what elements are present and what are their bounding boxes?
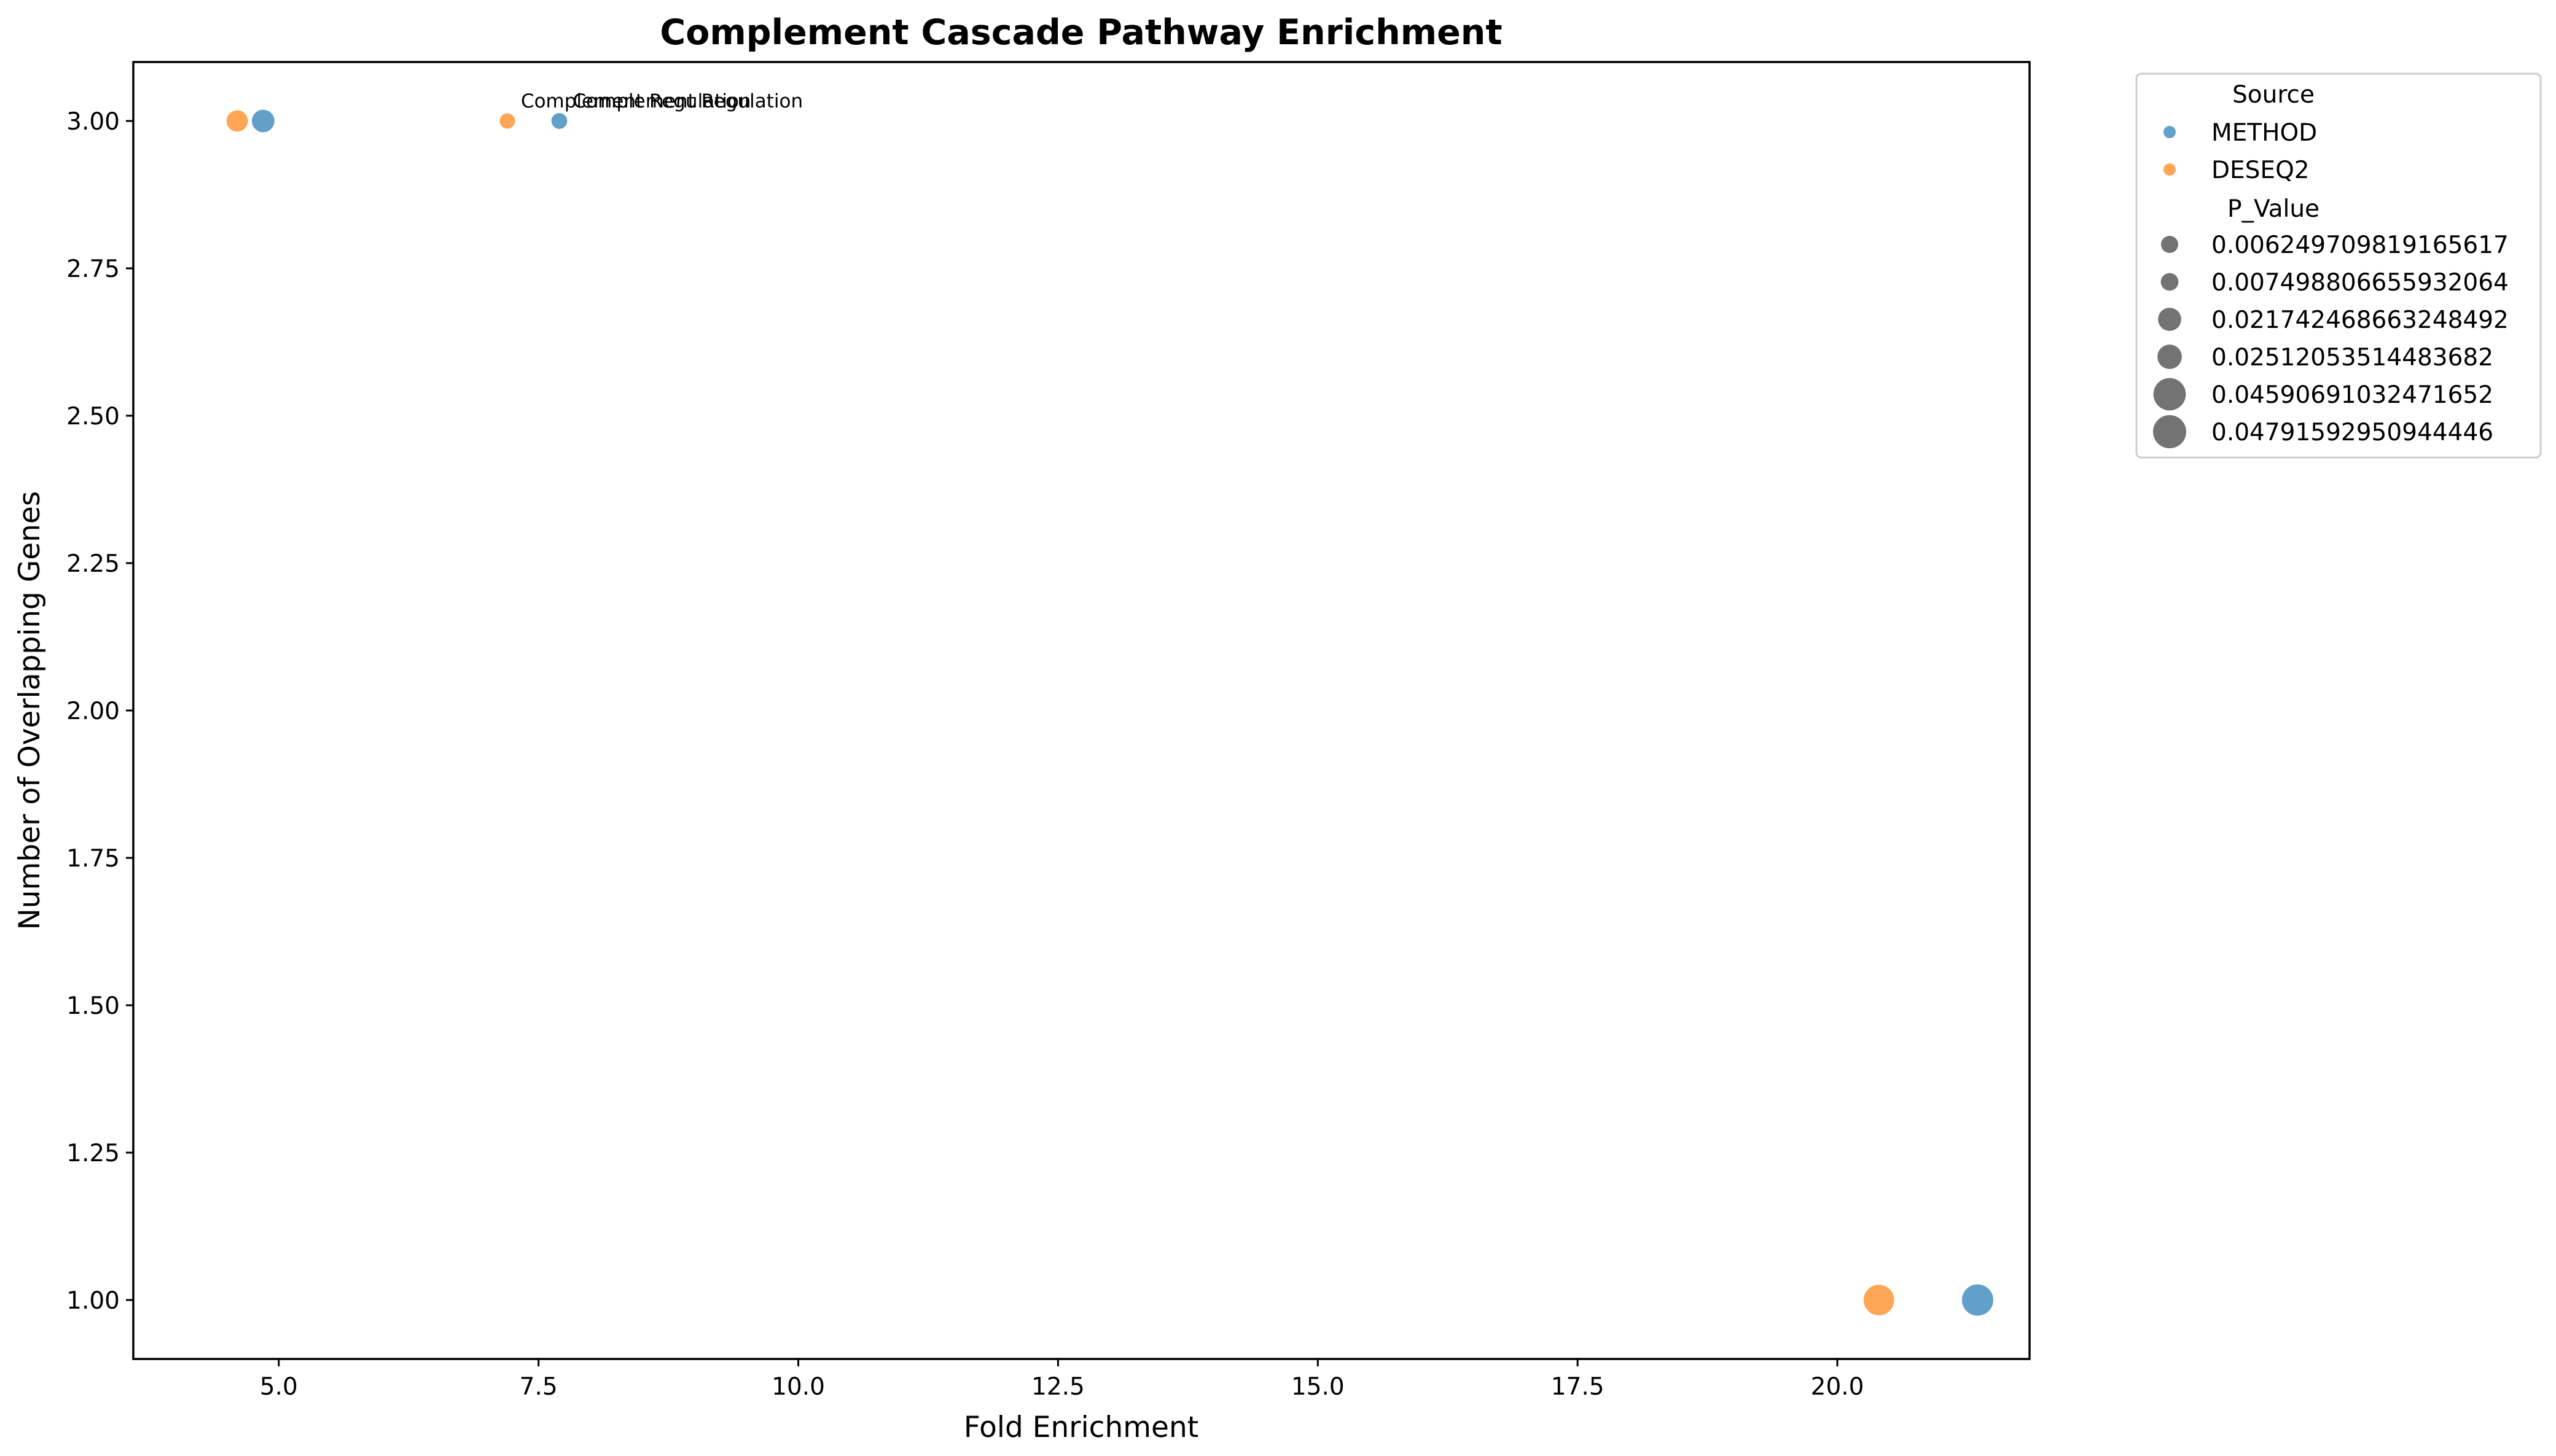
x-tick-label: 12.5 (1031, 1373, 1085, 1401)
y-tick-label: 1.25 (66, 1140, 120, 1167)
y-tick-label: 1.75 (66, 845, 120, 873)
data-point-method (549, 111, 569, 131)
legend-label: 0.04791592950944446 (2211, 419, 2493, 446)
legend-label: METHOD (2211, 119, 2317, 147)
legend-label: 0.021742468663248492 (2211, 306, 2509, 334)
data-point-deseq2 (224, 108, 250, 134)
plot-area: 5.0 7.5 10.0 12.5 15.0 17.5 20.0 1.001.251.501… (66, 61, 2031, 1401)
y-tick-label: 2.50 (66, 403, 120, 430)
data-point-deseq2 (498, 111, 517, 131)
legend: Source METHOD DESEQ2 P_Value 0.0062497098… (2135, 72, 2542, 459)
y-tick-label: 1.50 (66, 992, 120, 1020)
legend-label: 0.007498806655932064 (2211, 269, 2509, 297)
data-point-method (250, 107, 276, 134)
legend-label: 0.04590691032471652 (2211, 381, 2493, 409)
legend-size-marker (2153, 415, 2186, 448)
x-tick-label: 10.0 (772, 1373, 825, 1401)
y-axis-ticks: 1.00 1.25 1.50 1.75 2.00 2.25 2.50 2.75 3.00 (66, 108, 133, 1315)
legend-size-marker (2157, 345, 2182, 369)
data-point-method (1960, 1282, 1995, 1318)
point-annotation: Complement Regulation (573, 90, 803, 112)
legend-size-marker (2161, 236, 2178, 253)
x-tick-label: 7.5 (520, 1373, 558, 1401)
x-tick-label: 5.0 (260, 1373, 298, 1401)
legend-hue-title: Source (2232, 81, 2315, 109)
x-axis-label: Fold Enrichment (964, 1411, 1198, 1444)
data-point-deseq2 (1861, 1283, 1896, 1317)
y-tick-label: 2.00 (66, 698, 120, 725)
legend-size-marker (2153, 378, 2186, 411)
chart-title: Complement Cascade Pathway Enrichment (660, 12, 1502, 53)
data-points (224, 107, 1995, 1318)
legend-frame (2135, 72, 2542, 459)
x-axis-ticks: 5.0 7.5 10.0 12.5 15.0 17.5 20.0 (260, 1359, 1864, 1401)
legend-label: DESEQ2 (2211, 157, 2310, 184)
legend-marker-method (2163, 126, 2176, 138)
legend-size-entries: 0.006249709819165617 0.007498806655932064… (2153, 232, 2509, 448)
y-tick-label: 2.25 (66, 550, 120, 578)
y-tick-label: 2.75 (66, 255, 120, 283)
y-tick-label: 1.00 (66, 1287, 120, 1315)
legend-marker-deseq2 (2163, 163, 2176, 176)
legend-size-marker (2158, 308, 2181, 331)
y-tick-label: 3.00 (66, 108, 120, 136)
legend-label: 0.02512053514483682 (2211, 344, 2493, 372)
legend-label: 0.006249709819165617 (2211, 232, 2509, 259)
legend-size-title: P_Value (2227, 195, 2320, 223)
x-tick-label: 17.5 (1551, 1373, 1604, 1401)
legend-size-marker (2160, 273, 2179, 291)
y-axis-label: Number of Overlapping Genes (13, 491, 47, 930)
x-tick-label: 15.0 (1291, 1373, 1345, 1401)
legend-hue-entries: METHOD DESEQ2 (2163, 119, 2317, 184)
x-tick-label: 20.0 (1811, 1373, 1864, 1401)
point-annotation: Complement Regulation (521, 90, 751, 112)
